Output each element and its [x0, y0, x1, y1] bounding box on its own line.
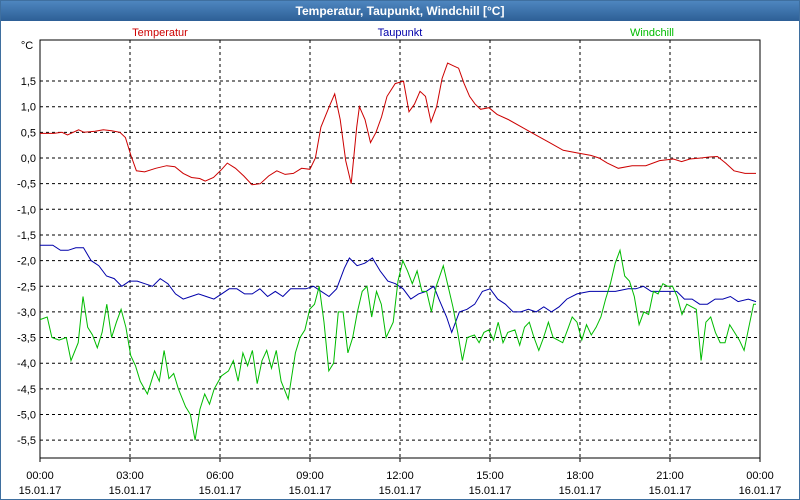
legend: Temperatur Taupunkt Windchill [132, 27, 674, 39]
x-tick-date: 16.01.17 [739, 485, 782, 497]
legend-windchill: Windchill [630, 27, 674, 39]
y-axis-unit: °C [21, 40, 33, 52]
x-tick-date: 15.01.17 [199, 485, 242, 497]
grid [40, 40, 760, 458]
y-tick-label: -5,0 [17, 410, 36, 422]
legend-temperatur: Temperatur [132, 27, 188, 39]
y-tick-label: -1,0 [17, 204, 36, 216]
x-tick-date: 15.01.17 [469, 485, 512, 497]
x-tick-time: 09:00 [296, 470, 324, 482]
y-tick-label: 1,5 [21, 76, 36, 88]
y-tick-label: -2,0 [17, 256, 36, 268]
x-tick-time: 15:00 [476, 470, 504, 482]
x-tick-date: 15.01.17 [649, 485, 692, 497]
y-axis-ticks: 1,5 1,0 0,5 0,0 -0,5 -1,0 -1,5 -2,0 -2,5 -3,0 -3,5… [17, 76, 36, 447]
chart-title: Temperatur, Taupunkt, Windchill [°C] [1, 1, 799, 21]
y-tick-label: -3,5 [17, 333, 36, 345]
series-line-taupunkt [40, 244, 757, 334]
y-tick-label: -5,5 [17, 435, 36, 447]
x-tick-time: 18:00 [566, 470, 594, 482]
x-axis-ticks: 00:00 15.01.17 03:00 15.01.17 06:00 15.01.17 0… [19, 458, 782, 497]
y-tick-label: 0,0 [21, 153, 36, 165]
x-tick-date: 15.01.17 [379, 485, 422, 497]
y-tick-label: -0,5 [17, 179, 36, 191]
y-tick-label: -2,5 [17, 281, 36, 293]
x-tick-date: 15.01.17 [559, 485, 602, 497]
y-tick-label: -4,0 [17, 358, 36, 370]
y-tick-label: -4,5 [17, 384, 36, 396]
x-tick-time: 06:00 [206, 470, 234, 482]
x-tick-time: 12:00 [386, 470, 414, 482]
series-lines [39, 62, 757, 441]
y-tick-label: 0,5 [21, 127, 36, 139]
y-tick-label: -3,0 [17, 307, 36, 319]
x-tick-date: 15.01.17 [289, 485, 332, 497]
x-tick-time: 00:00 [26, 470, 54, 482]
x-tick-date: 15.01.17 [109, 485, 152, 497]
y-tick-label: 1,0 [21, 102, 36, 114]
x-tick-time: 03:00 [116, 470, 144, 482]
series-line-windchill [39, 248, 756, 441]
legend-taupunkt: Taupunkt [378, 27, 423, 39]
y-tick-label: -1,5 [17, 230, 36, 242]
series-line-temperatur [40, 62, 756, 186]
x-tick-time: 21:00 [656, 470, 684, 482]
x-tick-date: 15.01.17 [19, 485, 62, 497]
x-tick-time: 00:00 [746, 470, 774, 482]
